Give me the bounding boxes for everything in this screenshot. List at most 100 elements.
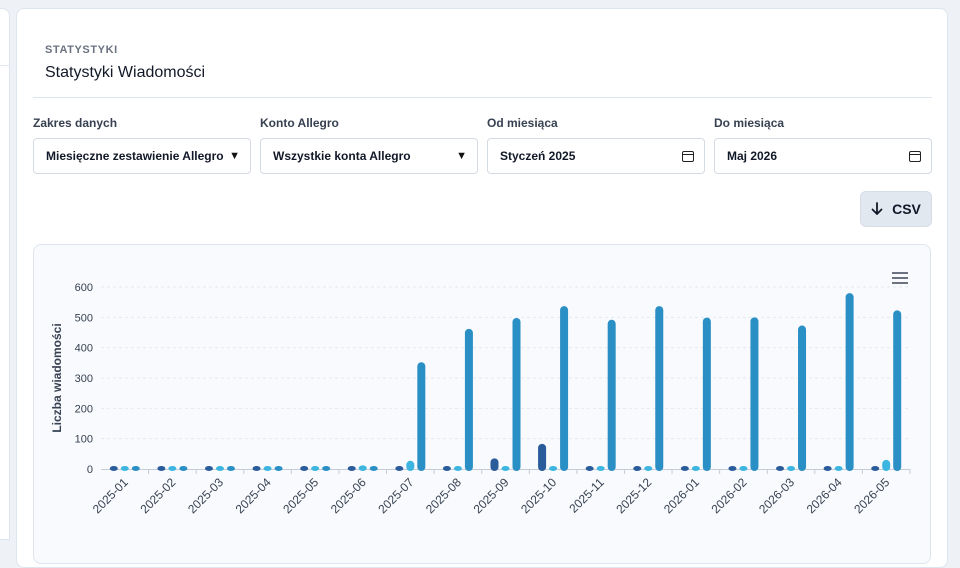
bar-2025-12-s3 <box>655 306 664 471</box>
bar-2025-09-s2 <box>501 466 510 471</box>
account-value: Wszystkie konta Allegro <box>273 149 411 163</box>
calendar-icon[interactable] <box>909 150 921 162</box>
x-tick-label: 2025-06 <box>328 475 369 516</box>
to-filter: Do miesiąca Maj 2026 <box>714 116 932 174</box>
from-label: Od miesiąca <box>487 116 558 130</box>
csv-export-button[interactable]: CSV <box>860 191 932 227</box>
side-panel-edge <box>0 8 10 540</box>
bar-2025-07-s2 <box>406 460 415 471</box>
y-tick-label: 600 <box>75 282 93 294</box>
bar-2026-04-s2 <box>834 465 843 471</box>
account-select[interactable]: Wszystkie konta Allegro ▼ <box>260 138 478 174</box>
account-filter: Konto Allegro Wszystkie konta Allegro ▼ <box>260 116 478 174</box>
range-label: Zakres danych <box>33 116 118 130</box>
x-tick-label: 2025-11 <box>566 475 607 516</box>
bar-2025-10-s3 <box>560 306 569 471</box>
bar-2026-01-s3 <box>702 317 711 471</box>
bar-2025-02-s3 <box>179 466 188 471</box>
x-tick-label: 2025-03 <box>185 475 226 516</box>
account-label: Konto Allegro <box>260 116 339 130</box>
bar-2025-03-s1 <box>204 466 213 471</box>
range-select[interactable]: Miesięczne zestawienie Allegro ▼ <box>33 138 251 174</box>
x-tick-label: 2026-03 <box>756 475 797 516</box>
bar-2025-02-s1 <box>157 466 166 471</box>
bar-2025-06-s1 <box>347 466 356 471</box>
x-tick-label: 2025-04 <box>233 475 274 516</box>
x-tick-label: 2026-04 <box>804 475 845 516</box>
y-tick-label: 0 <box>87 464 93 476</box>
bar-2026-05-s3 <box>893 310 902 471</box>
csv-label: CSV <box>892 201 921 217</box>
y-tick-label: 400 <box>75 343 93 355</box>
bar-2026-02-s2 <box>739 466 748 471</box>
bar-2026-01-s2 <box>691 466 700 471</box>
bar-2025-06-s2 <box>358 465 367 471</box>
bar-2025-07-s3 <box>417 362 426 471</box>
bar-2026-03-s3 <box>798 325 807 471</box>
bar-2025-10-s1 <box>538 443 547 471</box>
bar-2025-08-s3 <box>464 328 473 471</box>
bar-2026-02-s1 <box>728 466 737 471</box>
range-filter: Zakres danych Miesięczne zestawienie All… <box>33 116 251 174</box>
bar-2025-05-s2 <box>311 466 320 471</box>
bar-2026-03-s2 <box>787 466 796 471</box>
bar-2025-11-s3 <box>607 319 616 471</box>
section-eyebrow: STATYSTYKI <box>45 44 118 56</box>
y-axis-title: Liczba wiadomości <box>50 323 64 432</box>
divider <box>33 97 932 98</box>
x-tick-label: 2025-07 <box>375 475 416 516</box>
bar-2025-03-s3 <box>226 466 235 471</box>
bar-2026-04-s3 <box>845 293 854 471</box>
bar-2025-08-s1 <box>442 466 451 471</box>
bar-2026-05-s1 <box>871 466 880 471</box>
bar-2026-04-s1 <box>823 466 832 471</box>
bar-2025-07-s1 <box>395 466 404 471</box>
from-month-input[interactable]: Styczeń 2025 <box>487 138 705 174</box>
y-tick-label: 100 <box>75 434 93 446</box>
chevron-down-icon: ▼ <box>456 150 467 162</box>
range-value: Miesięczne zestawienie Allegro <box>46 149 224 163</box>
bar-2026-02-s3 <box>750 317 759 471</box>
bar-2025-03-s2 <box>215 465 224 471</box>
chart-container <box>33 244 931 564</box>
bar-2025-09-s3 <box>512 317 521 471</box>
stats-card: STATYSTYKI Statystyki Wiadomości Zakres … <box>16 8 948 568</box>
bar-2025-08-s2 <box>453 466 462 471</box>
x-tick-label: 2025-12 <box>613 475 654 516</box>
bar-2026-03-s1 <box>776 466 785 471</box>
bar-2025-01-s1 <box>109 466 118 471</box>
chevron-down-icon: ▼ <box>229 150 240 162</box>
from-filter: Od miesiąca Styczeń 2025 <box>487 116 705 174</box>
bar-2025-12-s2 <box>644 466 653 471</box>
x-tick-label: 2026-02 <box>709 475 750 516</box>
bar-2025-11-s1 <box>585 465 594 471</box>
bar-2026-01-s1 <box>680 466 689 471</box>
x-tick-label: 2025-02 <box>137 475 178 516</box>
x-tick-label: 2025-09 <box>471 475 512 516</box>
bar-2025-05-s3 <box>322 466 331 471</box>
y-tick-label: 300 <box>75 373 93 385</box>
bar-2025-02-s2 <box>168 466 177 471</box>
x-tick-label: 2025-08 <box>423 475 464 516</box>
bar-2025-09-s1 <box>490 458 499 471</box>
calendar-icon[interactable] <box>682 150 694 162</box>
x-tick-label: 2026-05 <box>851 475 892 516</box>
to-month-input[interactable]: Maj 2026 <box>714 138 932 174</box>
bar-2025-01-s2 <box>120 466 129 471</box>
bar-2025-05-s1 <box>300 466 309 471</box>
x-tick-label: 2025-10 <box>518 475 559 516</box>
bar-2025-04-s2 <box>263 466 272 471</box>
x-tick-label: 2026-01 <box>661 475 702 516</box>
bar-2025-12-s1 <box>633 466 642 471</box>
page-title: Statystyki Wiadomości <box>45 64 206 81</box>
x-tick-label: 2025-05 <box>280 475 321 516</box>
bar-2026-05-s2 <box>882 459 891 471</box>
bar-2025-10-s2 <box>549 466 558 471</box>
bar-2025-04-s3 <box>274 466 283 471</box>
from-value: Styczeń 2025 <box>500 149 576 163</box>
to-value: Maj 2026 <box>727 149 778 163</box>
x-tick-label: 2025-01 <box>90 475 131 516</box>
messages-chart: 0 100 200 300 400 500 600 Liczba wiadomości 2025… <box>50 282 911 516</box>
hamburger-menu-icon[interactable] <box>892 272 908 287</box>
y-tick-label: 200 <box>75 403 93 415</box>
